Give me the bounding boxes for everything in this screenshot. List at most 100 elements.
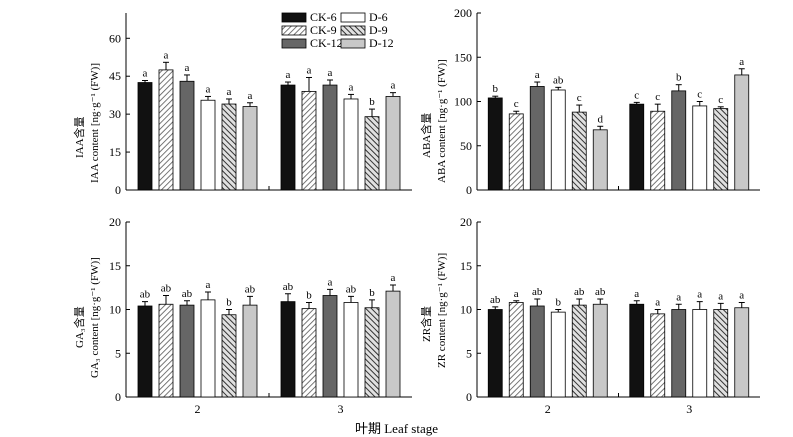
bar-ck-6 [629, 103, 645, 191]
bar-d-6 [692, 309, 708, 398]
y-axis-label-ga3-cn: GA₃含量 [74, 306, 86, 348]
bar-d-12 [592, 129, 608, 191]
significance-letter: a [718, 290, 723, 302]
significance-letter: c [577, 92, 582, 104]
bar-d-9 [713, 309, 729, 398]
significance-letter: ab [245, 283, 256, 295]
bar-ck-9 [301, 308, 317, 398]
bar-ck-6 [137, 305, 153, 398]
significance-letter: a [391, 272, 396, 284]
y-tick-label: 15 [109, 145, 121, 159]
bar-ck-12 [322, 295, 338, 398]
bar-d-6 [200, 299, 216, 398]
significance-letter: c [514, 98, 519, 110]
bar-ck-12 [179, 304, 195, 398]
x-tick-label: 3 [686, 402, 692, 416]
y-tick-label: 30 [109, 107, 121, 121]
bar-d-6 [343, 302, 359, 398]
significance-letter: c [634, 89, 639, 101]
significance-letter: a [634, 288, 639, 300]
bar-d-9 [364, 116, 380, 191]
significance-letter: a [739, 56, 744, 68]
bar-d-9 [221, 314, 237, 398]
significance-letter: ab [574, 286, 585, 298]
significance-letter: a [307, 64, 312, 76]
y-tick-label: 60 [109, 31, 121, 45]
y-axis-label-ga3-en: GA₃ content [ng·g⁻¹ (FW)] [89, 257, 101, 378]
significance-letter: a [328, 67, 333, 79]
x-tick-label: 2 [195, 402, 201, 416]
y-tick-label: 0 [115, 183, 121, 197]
bar-d-12 [734, 74, 750, 191]
y-tick-label: 45 [109, 69, 121, 83]
legend-swatch-d-9 [340, 25, 366, 36]
significance-letter: b [306, 290, 312, 302]
y-tick-label: 10 [460, 303, 472, 317]
y-axis-label-zr-en: ZR content [ng·g⁻¹ (FW)] [436, 252, 448, 368]
significance-letter: a [248, 90, 253, 102]
significance-letter: b [369, 287, 375, 299]
significance-letter: c [718, 94, 723, 106]
y-tick-label: 50 [460, 139, 472, 153]
significance-letter: b [556, 297, 562, 309]
significance-letter: a [514, 288, 519, 300]
legend-label-d-6: D-6 [369, 10, 388, 24]
legend-label-ck-9: CK-9 [310, 23, 337, 37]
y-axis-label-aba-cn: ABA含量 [421, 112, 433, 158]
bar-ck-9 [508, 302, 524, 398]
x-tick-label: 3 [338, 402, 344, 416]
bar-ck-9 [301, 90, 317, 191]
significance-letter: a [349, 81, 354, 93]
bar-ck-12 [529, 86, 545, 191]
legend: CK-6 D-6 CK-9 D-9 CK-12 D-12 [281, 10, 394, 50]
bar-ck-6 [280, 301, 296, 398]
significance-letter: d [598, 113, 604, 125]
y-tick-label: 15 [460, 259, 472, 273]
significance-letter: a [185, 62, 190, 74]
panel-iaa: 0 15 30 45 60 a a a a a a a a a a b a CK-6 D-6 CK-9 D-9 CK-12… [109, 10, 412, 197]
y-tick-label: 10 [109, 303, 121, 317]
significance-letter: a [739, 290, 744, 302]
y-tick-label: 5 [466, 346, 472, 360]
legend-swatch-d-6 [340, 12, 366, 23]
y-tick-label: 15 [109, 259, 121, 273]
significance-letter: ab [490, 294, 501, 306]
y-tick-label: 150 [454, 50, 472, 64]
y-tick-label: 100 [454, 95, 472, 109]
bar-d-6 [550, 311, 566, 398]
legend-label-d-12: D-12 [369, 36, 394, 50]
significance-letter: a [676, 291, 681, 303]
significance-letter: ab [532, 286, 543, 298]
legend-label-ck-12: CK-12 [310, 36, 343, 50]
significance-letter: c [697, 89, 702, 101]
legend-label-d-9: D-9 [369, 23, 388, 37]
legend-swatch-ck-12 [281, 38, 307, 49]
bar-d-12 [242, 106, 258, 191]
bar-d-9 [364, 307, 380, 398]
bar-d-12 [242, 304, 258, 398]
bar-ck-9 [158, 303, 174, 398]
bar-d-12 [734, 307, 750, 398]
bar-d-9 [221, 103, 237, 191]
y-tick-label: 20 [109, 215, 121, 229]
bar-d-6 [692, 105, 708, 191]
significance-letter: c [655, 91, 660, 103]
significance-letter: a [391, 80, 396, 92]
significance-letter: a [206, 279, 211, 291]
y-tick-label: 20 [460, 215, 472, 229]
bar-d-9 [571, 111, 587, 191]
legend-label-ck-6: CK-6 [310, 10, 337, 24]
panel-aba: 0 50 100 150 200 b c a ab c d c c b c c a [454, 6, 760, 197]
significance-letter: a [143, 68, 148, 80]
y-tick-label: 200 [454, 6, 472, 20]
bar-d-6 [200, 99, 216, 191]
significance-letter: b [226, 297, 232, 309]
significance-letter: b [493, 83, 499, 95]
x-tick-label: 2 [545, 402, 551, 416]
bar-ck-12 [322, 84, 338, 191]
significance-letter: a [164, 49, 169, 61]
y-axis-label-iaa-en: IAA content [ng·g⁻¹ (FW)] [89, 63, 101, 183]
